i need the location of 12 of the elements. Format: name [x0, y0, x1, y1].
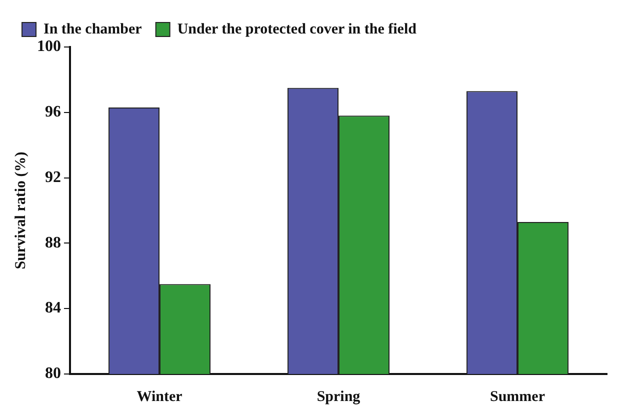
y-tick-label: 92: [45, 168, 61, 186]
x-tick-label: Winter: [136, 388, 183, 405]
y-tick-label: 84: [45, 300, 61, 317]
legend-label: In the chamber: [44, 21, 142, 38]
x-tick-label: Spring: [316, 388, 361, 405]
y-tick-label: 100: [37, 38, 61, 56]
y-tick-label: 88: [45, 234, 61, 252]
y-tick-label: 80: [45, 365, 61, 382]
legend-label: Under the protected cover in the field: [177, 21, 418, 38]
y-tick-label: 96: [45, 104, 61, 121]
x-tick-label: Summer: [490, 388, 546, 405]
y-axis-title: Survival ratio (%): [12, 152, 29, 270]
